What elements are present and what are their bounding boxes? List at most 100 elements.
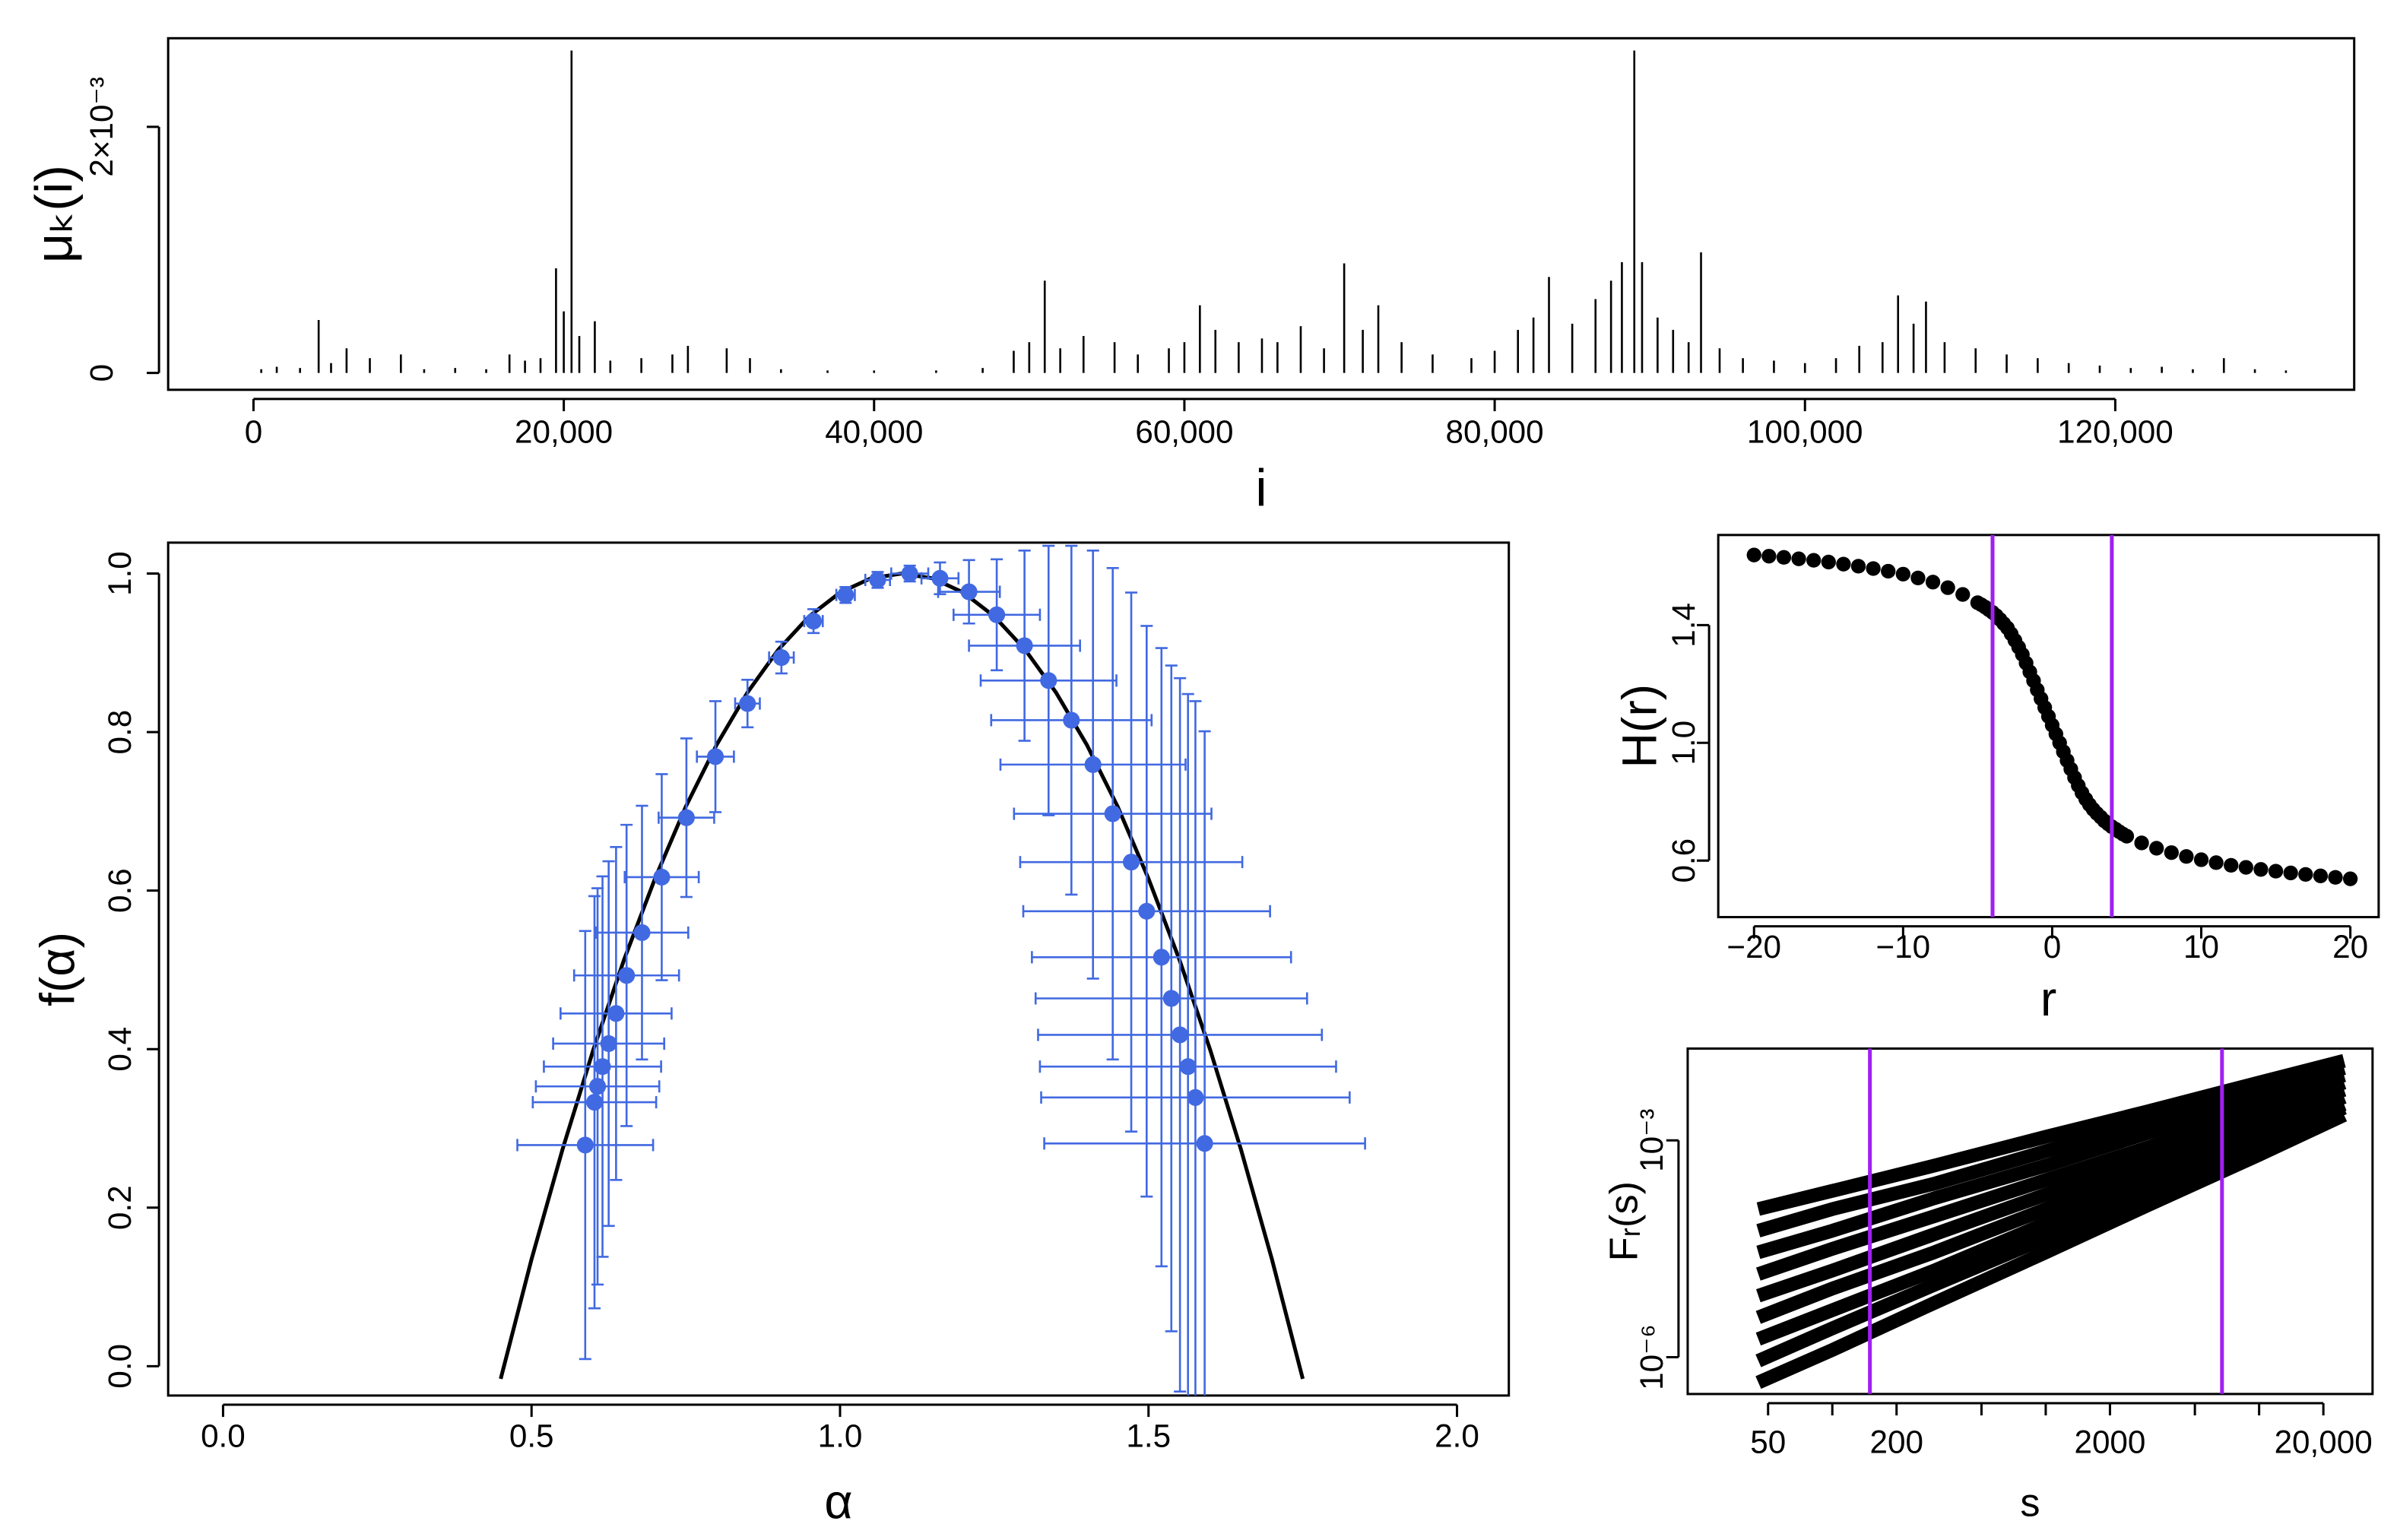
point: [2238, 860, 2254, 875]
point: [1153, 949, 1170, 966]
point: [1179, 1058, 1197, 1076]
point: [901, 565, 918, 582]
y-axis-label: H(r): [1612, 684, 1667, 768]
point: [585, 1094, 604, 1111]
y-tick-label: 0.6: [102, 868, 138, 913]
point: [1925, 575, 1941, 590]
y-tick-label: 10⁻⁶: [1634, 1324, 1669, 1390]
plot-frame: [166, 541, 1511, 1397]
x-tick-label: −20: [1726, 929, 1781, 965]
point: [2134, 835, 2149, 851]
point: [739, 695, 756, 712]
x-tick-label: 10: [2183, 929, 2219, 965]
x-tick-label: 20,000: [515, 414, 613, 449]
point: [2283, 865, 2298, 881]
plot-area: [1755, 1048, 2348, 1394]
point: [2313, 868, 2329, 883]
point: [1084, 756, 1102, 773]
x-axis-label: i: [1255, 460, 1267, 518]
series-line: [1755, 1101, 2347, 1367]
series-line: [1756, 1061, 2346, 1237]
point: [1104, 805, 1121, 822]
x-tick-label: 2.0: [1435, 1418, 1479, 1453]
point: [1172, 1026, 1189, 1044]
x-tick-label: 0: [245, 414, 262, 449]
plot-frame: [1686, 1047, 2374, 1396]
point: [2298, 867, 2313, 882]
y-axis-label: f(α): [30, 932, 84, 1006]
point: [618, 967, 636, 984]
plot-frame: [166, 36, 2356, 391]
point: [1138, 902, 1156, 920]
point: [1040, 672, 1057, 689]
point: [1910, 570, 1926, 586]
x-tick-label: 20,000: [2275, 1424, 2373, 1459]
point: [600, 1035, 617, 1052]
y-tick-label: 0.2: [102, 1185, 138, 1230]
point: [772, 649, 790, 667]
point: [2193, 852, 2209, 867]
point: [988, 606, 1006, 623]
point: [2268, 863, 2284, 879]
y-tick-label: 0.4: [102, 1027, 138, 1072]
point: [837, 586, 854, 604]
point: [1761, 549, 1777, 564]
point: [1776, 550, 1792, 565]
x-tick-label: 2000: [2074, 1424, 2145, 1459]
series-line: [1756, 1054, 2346, 1216]
x-tick-label: 60,000: [1135, 414, 1233, 449]
x-tick-label: 50: [1750, 1424, 1786, 1459]
point: [2179, 849, 2194, 864]
x-tick-label: −10: [1876, 929, 1931, 965]
series-line: [1755, 1108, 2348, 1389]
y-tick-label: 10⁻³: [1634, 1109, 1669, 1172]
point: [931, 569, 949, 587]
point: [594, 1058, 611, 1076]
x-tick-label: 80,000: [1446, 414, 1544, 449]
x-tick-label: 0.5: [509, 1418, 554, 1453]
y-tick-label: 0.6: [1666, 838, 1701, 883]
point: [1746, 547, 1761, 562]
plot-frame: [1717, 534, 2380, 919]
point: [2208, 855, 2224, 870]
y-tick-label: 1.0: [1666, 721, 1701, 765]
point: [2253, 862, 2269, 877]
point: [960, 583, 978, 600]
x-axis-label: r: [2040, 971, 2056, 1026]
y-tick-label: 1.4: [1666, 603, 1701, 648]
x-tick-label: 200: [1870, 1424, 1923, 1459]
point: [607, 1005, 625, 1022]
point: [706, 748, 724, 765]
point: [1016, 637, 1033, 654]
point: [1955, 587, 1971, 602]
x-tick-label: 100,000: [1747, 414, 1863, 449]
x-tick-label: 1.5: [1126, 1418, 1171, 1453]
point: [1187, 1088, 1204, 1106]
point: [677, 809, 695, 826]
point: [1836, 556, 1851, 572]
x-tick-label: 0: [2043, 929, 2061, 965]
point: [1806, 553, 1822, 568]
point: [1881, 563, 1896, 579]
plot-area: [260, 50, 2288, 373]
point: [1196, 1135, 1213, 1152]
point: [588, 1078, 607, 1095]
x-tick-label: 0.0: [201, 1418, 246, 1453]
point: [1940, 580, 1955, 595]
point: [2342, 871, 2358, 886]
point: [2164, 845, 2179, 860]
x-tick-label: 1.0: [818, 1418, 863, 1453]
plot-area: [499, 544, 1366, 1396]
y-tick-label: 0.8: [102, 710, 138, 755]
x-tick-label: 20: [2332, 929, 2368, 965]
plot-area: [1746, 534, 2358, 917]
y-tick-label: 0: [84, 364, 119, 382]
y-tick-label: 2×10⁻³: [84, 77, 119, 176]
x-tick-label: 40,000: [825, 414, 923, 449]
x-axis-label: α: [824, 1475, 852, 1529]
point: [805, 613, 823, 630]
point: [1122, 854, 1140, 871]
y-axis-label: Fᵣ(s): [1602, 1181, 1646, 1261]
series-line: [1756, 1068, 2346, 1260]
